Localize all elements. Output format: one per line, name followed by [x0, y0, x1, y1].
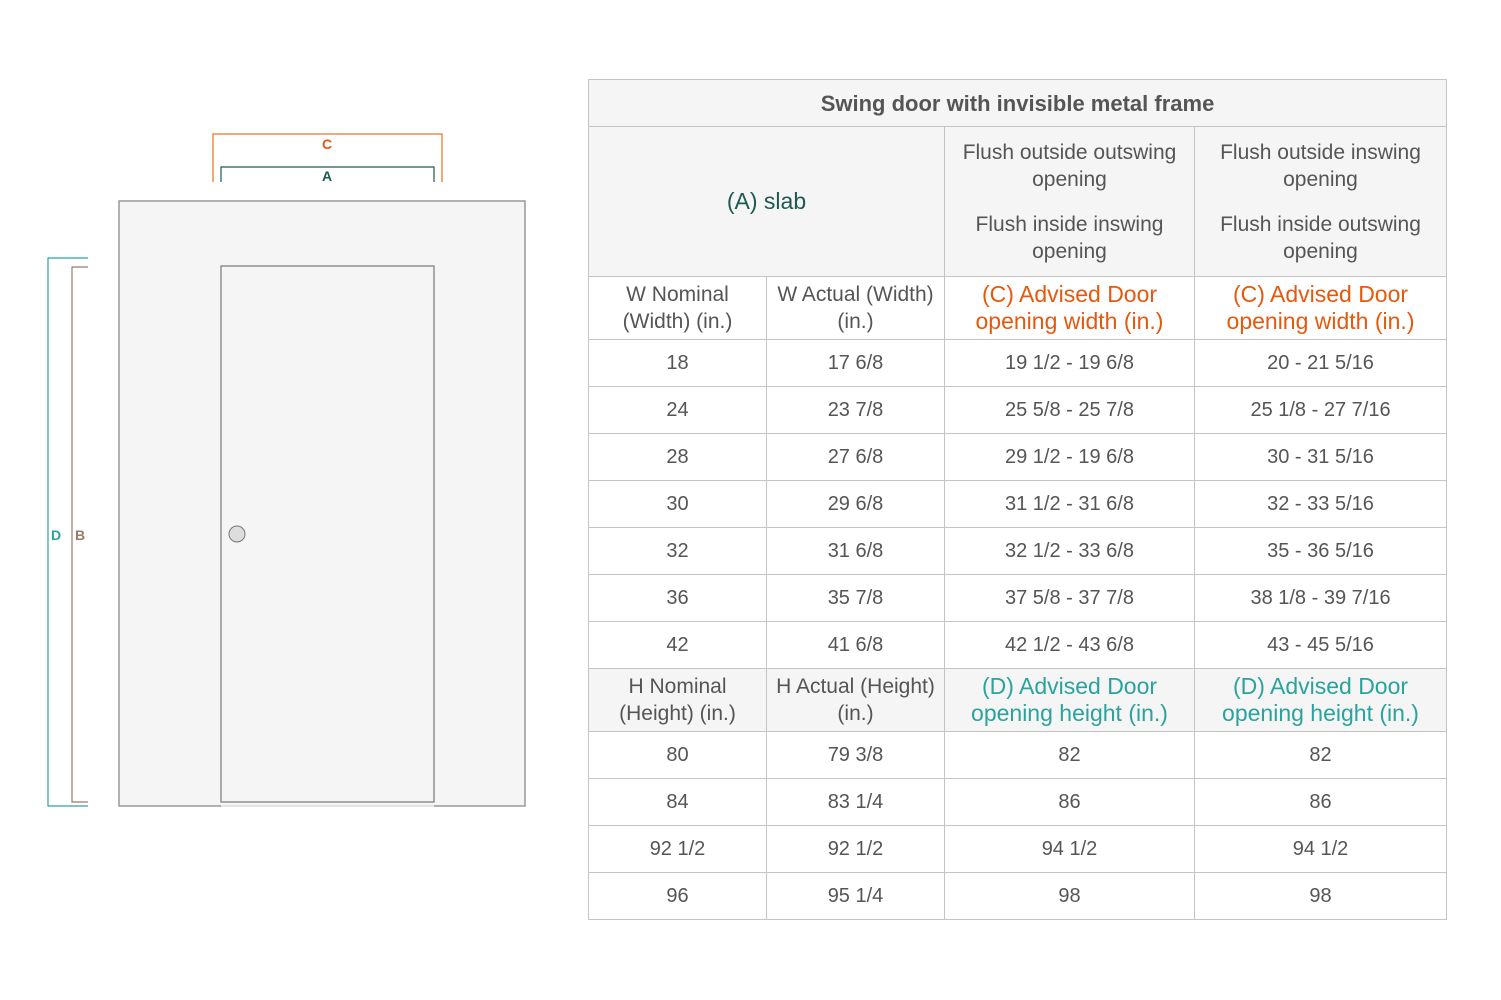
table-row: 36 35 7/8 37 5/8 - 37 7/8 38 1/8 - 39 7/16: [588, 574, 1448, 622]
table-title: Swing door with invisible metal frame: [587, 79, 1448, 127]
table-cell: 82: [1193, 731, 1448, 779]
table-cell: 20 - 21 5/16: [1193, 339, 1448, 387]
d-height-header: (D) Advised Door opening height (in.): [944, 668, 1195, 732]
table-row: 24 23 7/8 25 5/8 - 25 7/8 25 1/8 - 27 7/16: [588, 386, 1448, 434]
door-slab: [220, 265, 435, 803]
table-row: 18 17 6/8 19 1/2 - 19 6/8 20 - 21 5/16: [588, 339, 1448, 387]
table-cell: 42: [588, 621, 767, 669]
table-cell: 30: [588, 480, 767, 528]
table-cell: 31 6/8: [766, 527, 945, 575]
dimension-c-bracket: [212, 133, 443, 182]
table-cell: 92 1/2: [766, 825, 945, 873]
table-cell: 29 6/8: [766, 480, 945, 528]
table-cell: 36: [588, 574, 767, 622]
table-cell: 86: [944, 778, 1195, 826]
door-size-table: Swing door with invisible metal frame (A…: [587, 79, 1448, 920]
table-cell: 23 7/8: [766, 386, 945, 434]
table-cell: 18: [588, 339, 767, 387]
dimension-c-label: C: [322, 136, 332, 152]
table-row: 32 31 6/8 32 1/2 - 33 6/8 35 - 36 5/16: [588, 527, 1448, 575]
table-cell: 24: [588, 386, 767, 434]
table-cell: 25 1/8 - 27 7/16: [1193, 386, 1448, 434]
table-row: 80 79 3/8 82 82: [588, 731, 1448, 779]
table-cell: 31 1/2 - 31 6/8: [944, 480, 1195, 528]
table-cell: 32: [588, 527, 767, 575]
table-row: 92 1/2 92 1/2 94 1/2 94 1/2: [588, 825, 1448, 873]
table-cell: 96: [588, 872, 767, 920]
dimension-d-bracket: [47, 257, 88, 807]
col4-header: Flush outside inswing opening Flush insi…: [1193, 126, 1448, 277]
table-cell: 98: [944, 872, 1195, 920]
d-height-header: (D) Advised Door opening height (in.): [1193, 668, 1448, 732]
table-cell: 35 7/8: [766, 574, 945, 622]
table-row: 42 41 6/8 42 1/2 - 43 6/8 43 - 45 5/16: [588, 621, 1448, 669]
col3-header: Flush outside outswing opening Flush ins…: [944, 126, 1195, 277]
table-cell: 43 - 45 5/16: [1193, 621, 1448, 669]
table-cell: 42 1/2 - 43 6/8: [944, 621, 1195, 669]
table-cell: 82: [944, 731, 1195, 779]
table-cell: 28: [588, 433, 767, 481]
width-header-row: W Nominal (Width) (in.) W Actual (Width)…: [588, 276, 1448, 340]
table-cell: 95 1/4: [766, 872, 945, 920]
h-nominal-header: H Nominal (Height) (in.): [588, 668, 767, 732]
door-knob: [228, 525, 246, 543]
table-cell: 25 5/8 - 25 7/8: [944, 386, 1195, 434]
table-cell: 80: [588, 731, 767, 779]
table-cell: 41 6/8: [766, 621, 945, 669]
table-row: 84 83 1/4 86 86: [588, 778, 1448, 826]
table-cell: 79 3/8: [766, 731, 945, 779]
table-row: 96 95 1/4 98 98: [588, 872, 1448, 920]
w-nominal-header: W Nominal (Width) (in.): [588, 276, 767, 340]
c-width-header: (C) Advised Door opening width (in.): [944, 276, 1195, 340]
col4-header-line: Flush outside inswing opening: [1220, 140, 1421, 191]
w-actual-header: W Actual (Width) (in.): [766, 276, 945, 340]
table-cell: 32 - 33 5/16: [1193, 480, 1448, 528]
col4-header-line: Flush inside outswing opening: [1220, 212, 1421, 263]
table-cell: 86: [1193, 778, 1448, 826]
table-cell: 98: [1193, 872, 1448, 920]
table-row: 30 29 6/8 31 1/2 - 31 6/8 32 - 33 5/16: [588, 480, 1448, 528]
table-cell: 27 6/8: [766, 433, 945, 481]
table-cell: 19 1/2 - 19 6/8: [944, 339, 1195, 387]
table-cell: 94 1/2: [944, 825, 1195, 873]
dimension-a-bracket: [220, 166, 435, 182]
height-header-row: H Nominal (Height) (in.) H Actual (Heigh…: [588, 668, 1448, 732]
slab-header: (A) slab: [588, 126, 945, 277]
dimension-a-label: A: [322, 168, 332, 184]
col3-header-line: Flush inside inswing opening: [975, 212, 1164, 263]
col3-header-line: Flush outside outswing opening: [962, 140, 1177, 191]
door-diagram: C A D B: [47, 133, 526, 807]
dimension-b-bracket: [71, 266, 88, 803]
dimension-b-label: B: [75, 527, 85, 543]
table-cell: 84: [588, 778, 767, 826]
table-cell: 17 6/8: [766, 339, 945, 387]
dimension-d-label: D: [51, 527, 61, 543]
table-cell: 35 - 36 5/16: [1193, 527, 1448, 575]
table-cell: 92 1/2: [588, 825, 767, 873]
h-actual-header: H Actual (Height) (in.): [766, 668, 945, 732]
table-row: 28 27 6/8 29 1/2 - 19 6/8 30 - 31 5/16: [588, 433, 1448, 481]
table-cell: 29 1/2 - 19 6/8: [944, 433, 1195, 481]
table-cell: 30 - 31 5/16: [1193, 433, 1448, 481]
table-cell: 32 1/2 - 33 6/8: [944, 527, 1195, 575]
c-width-header: (C) Advised Door opening width (in.): [1193, 276, 1448, 340]
table-cell: 37 5/8 - 37 7/8: [944, 574, 1195, 622]
table-cell: 83 1/4: [766, 778, 945, 826]
table-cell: 38 1/8 - 39 7/16: [1193, 574, 1448, 622]
table-cell: 94 1/2: [1193, 825, 1448, 873]
